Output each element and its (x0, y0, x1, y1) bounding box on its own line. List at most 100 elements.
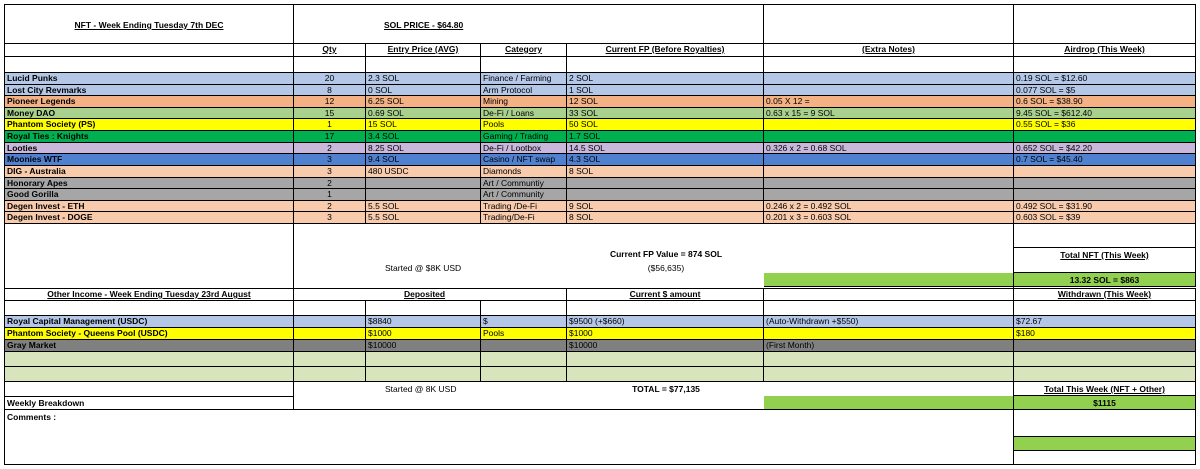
other-row-notes[interactable]: (Auto-Withdrawn +$550) (764, 316, 1014, 328)
row-fp[interactable]: 2 SOL (567, 73, 764, 85)
sage-row[interactable] (294, 352, 366, 367)
spacer[interactable] (1014, 57, 1196, 73)
row-name[interactable]: Phantom Society (PS) (4, 119, 294, 131)
row-notes[interactable] (764, 119, 1014, 131)
row-category[interactable]: Diamonds (481, 166, 567, 178)
other-row-current[interactable]: $9500 (+$660) (567, 316, 764, 328)
row-airdrop[interactable]: 0.652 SOL = $42.20 (1014, 143, 1196, 154)
col-header-airdrop[interactable]: Airdrop (This Week) (1014, 44, 1196, 57)
row-name[interactable]: Money DAO (4, 108, 294, 119)
row-entry[interactable]: 3.4 SOL (366, 131, 481, 143)
row-entry[interactable]: 6.25 SOL (366, 96, 481, 108)
row-entry[interactable]: 480 USDC (366, 166, 481, 178)
row-notes[interactable]: 0.326 x 2 = 0.68 SOL (764, 143, 1014, 154)
other-row-category[interactable] (481, 340, 567, 352)
other-title[interactable]: Other Income - Week Ending Tuesday 23rd … (4, 288, 294, 301)
row-entry[interactable]: 0.69 SOL (366, 108, 481, 119)
row-category[interactable]: De-Fi / Loans (481, 108, 567, 119)
other-row-deposited[interactable]: $1000 (366, 328, 481, 340)
totals-strip[interactable] (764, 396, 1014, 410)
row-name[interactable]: Moonies WTF (4, 154, 294, 166)
summary-strip[interactable] (764, 273, 1014, 287)
other-current[interactable]: Current $ amount (567, 288, 764, 301)
other-row-deposited[interactable]: $8840 (366, 316, 481, 328)
row-name[interactable]: Degen Invest - ETH (4, 201, 294, 212)
comments-right[interactable] (1014, 451, 1196, 465)
fp-summary-area[interactable] (294, 224, 1014, 288)
sheet-title[interactable]: NFT - Week Ending Tuesday 7th DEC (4, 4, 294, 44)
totals-blank[interactable] (4, 382, 294, 397)
row-airdrop[interactable]: 9.45 SOL = $612.40 (1014, 108, 1196, 119)
other-row-notes[interactable]: (First Month) (764, 340, 1014, 352)
row-name[interactable]: DIG - Australia (4, 166, 294, 178)
row-fp[interactable] (567, 189, 764, 201)
total-nft-value[interactable]: 13.32 SOL = $863 (1014, 273, 1196, 287)
row-qty[interactable]: 15 (294, 108, 366, 119)
row-category[interactable]: Gaming / Trading (481, 131, 567, 143)
row-category[interactable]: Casino / NFT swap (481, 154, 567, 166)
row-airdrop[interactable]: 0.19 SOL = $12.60 (1014, 73, 1196, 85)
row-fp[interactable]: 9 SOL (567, 201, 764, 212)
sage-row[interactable] (4, 367, 294, 382)
row-name[interactable]: Degen Invest - DOGE (4, 212, 294, 224)
row-name[interactable]: Royal Ties : Knights (4, 131, 294, 143)
row-fp[interactable] (567, 178, 764, 189)
col-header-category[interactable]: Category (481, 44, 567, 57)
row-fp[interactable]: 8 SOL (567, 166, 764, 178)
sage-row[interactable] (567, 352, 764, 367)
row-airdrop[interactable]: 0.603 SOL = $39 (1014, 212, 1196, 224)
row-name[interactable]: Honorary Apes (4, 178, 294, 189)
row-category[interactable]: Pools (481, 119, 567, 131)
row-qty[interactable]: 12 (294, 96, 366, 108)
row-notes[interactable] (764, 73, 1014, 85)
spacer[interactable] (366, 57, 481, 73)
header-blank[interactable] (764, 4, 1014, 44)
row-airdrop[interactable] (1014, 178, 1196, 189)
row-notes[interactable] (764, 189, 1014, 201)
row-category[interactable]: Mining (481, 96, 567, 108)
other-row-category[interactable]: $ (481, 316, 567, 328)
col-header-name[interactable] (4, 44, 294, 57)
row-category[interactable]: Arm Protocol (481, 85, 567, 96)
row-entry[interactable]: 9.4 SOL (366, 154, 481, 166)
row-airdrop[interactable]: 0.077 SOL = $5 (1014, 85, 1196, 96)
spacer[interactable] (481, 57, 567, 73)
sage-row[interactable] (4, 352, 294, 367)
row-qty[interactable]: 8 (294, 85, 366, 96)
other-row-name[interactable]: Gray Market (4, 340, 294, 352)
row-entry[interactable]: 5.5 SOL (366, 212, 481, 224)
row-entry[interactable] (366, 189, 481, 201)
sage-row[interactable] (567, 367, 764, 382)
row-qty[interactable]: 17 (294, 131, 366, 143)
row-entry[interactable]: 5.5 SOL (366, 201, 481, 212)
row-fp[interactable]: 8 SOL (567, 212, 764, 224)
sage-row[interactable] (1014, 352, 1196, 367)
row-qty[interactable]: 2 (294, 178, 366, 189)
sage-row[interactable] (764, 367, 1014, 382)
spacer[interactable] (294, 57, 366, 73)
other-deposited[interactable]: Deposited (294, 288, 567, 301)
spacer[interactable] (764, 57, 1014, 73)
spacer[interactable] (764, 301, 1014, 316)
comments[interactable]: Comments : (4, 410, 1014, 465)
spacer[interactable] (1014, 301, 1196, 316)
row-notes[interactable] (764, 85, 1014, 96)
row-qty[interactable]: 1 (294, 119, 366, 131)
row-qty[interactable]: 3 (294, 154, 366, 166)
row-name[interactable]: Lucid Punks (4, 73, 294, 85)
other-row-name[interactable]: Royal Capital Management (USDC) (4, 316, 294, 328)
row-qty[interactable]: 3 (294, 212, 366, 224)
sage-row[interactable] (764, 352, 1014, 367)
row-name[interactable]: Looties (4, 143, 294, 154)
row-airdrop[interactable]: 0.7 SOL = $45.40 (1014, 154, 1196, 166)
summary-blank[interactable] (4, 224, 294, 288)
sage-row[interactable] (1014, 367, 1196, 382)
row-notes[interactable] (764, 166, 1014, 178)
spacer[interactable] (481, 301, 567, 316)
other-row-deposited[interactable]: $10000 (366, 340, 481, 352)
row-airdrop[interactable] (1014, 189, 1196, 201)
sage-row[interactable] (481, 367, 567, 382)
spacer[interactable] (567, 301, 764, 316)
row-airdrop[interactable] (1014, 166, 1196, 178)
row-airdrop[interactable]: 0.6 SOL = $38.90 (1014, 96, 1196, 108)
